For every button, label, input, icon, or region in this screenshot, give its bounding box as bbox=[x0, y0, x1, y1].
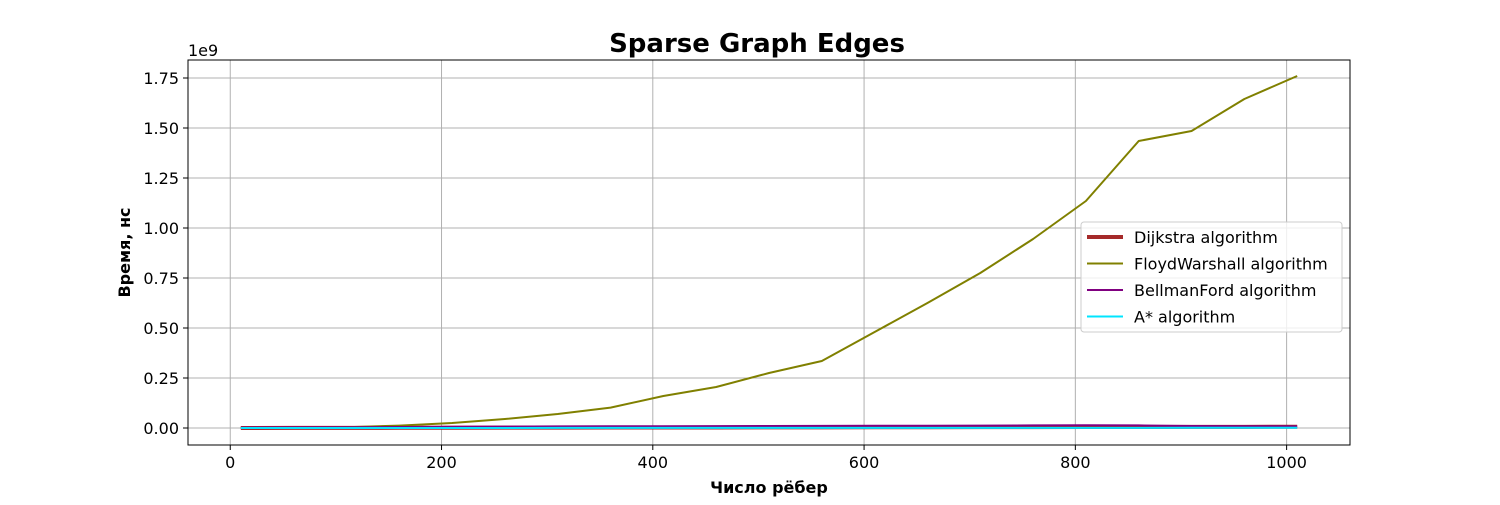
y-tick-label: 1.00 bbox=[143, 219, 179, 238]
x-tick-label: 400 bbox=[638, 453, 669, 472]
x-tick-label: 1000 bbox=[1266, 453, 1307, 472]
y-axis-ticks: 0.00 0.25 0.50 0.75 1.00 1.25 1.50 1.75 bbox=[143, 69, 188, 438]
legend-label-3: A* algorithm bbox=[1134, 308, 1235, 327]
legend-label-0: Dijkstra algorithm bbox=[1134, 228, 1278, 247]
y-tick-label: 1.50 bbox=[143, 119, 179, 138]
y-tick-label: 1.25 bbox=[143, 169, 179, 188]
y-tick-label: 0.50 bbox=[143, 319, 179, 338]
y-axis-label: Время, нс bbox=[115, 207, 134, 297]
y-tick-label: 1.75 bbox=[143, 69, 179, 88]
x-axis-label: Число рёбер bbox=[710, 478, 828, 497]
x-tick-label: 200 bbox=[426, 453, 457, 472]
y-tick-label: 0.75 bbox=[143, 269, 179, 288]
x-tick-label: 0 bbox=[225, 453, 235, 472]
chart-title: Sparse Graph Edges bbox=[609, 29, 905, 59]
y-tick-label: 0.00 bbox=[143, 419, 179, 438]
legend-label-2: BellmanFord algorithm bbox=[1134, 281, 1316, 300]
legend-label-1: FloydWarshall algorithm bbox=[1134, 255, 1328, 274]
legend: Dijkstra algorithm FloydWarshall algorith… bbox=[1081, 222, 1342, 332]
y-axis-offset-label: 1e9 bbox=[188, 41, 218, 60]
x-tick-label: 800 bbox=[1060, 453, 1091, 472]
x-axis-ticks: 0 200 400 600 800 1000 bbox=[225, 445, 1307, 472]
y-tick-label: 0.25 bbox=[143, 369, 179, 388]
x-tick-label: 600 bbox=[849, 453, 880, 472]
